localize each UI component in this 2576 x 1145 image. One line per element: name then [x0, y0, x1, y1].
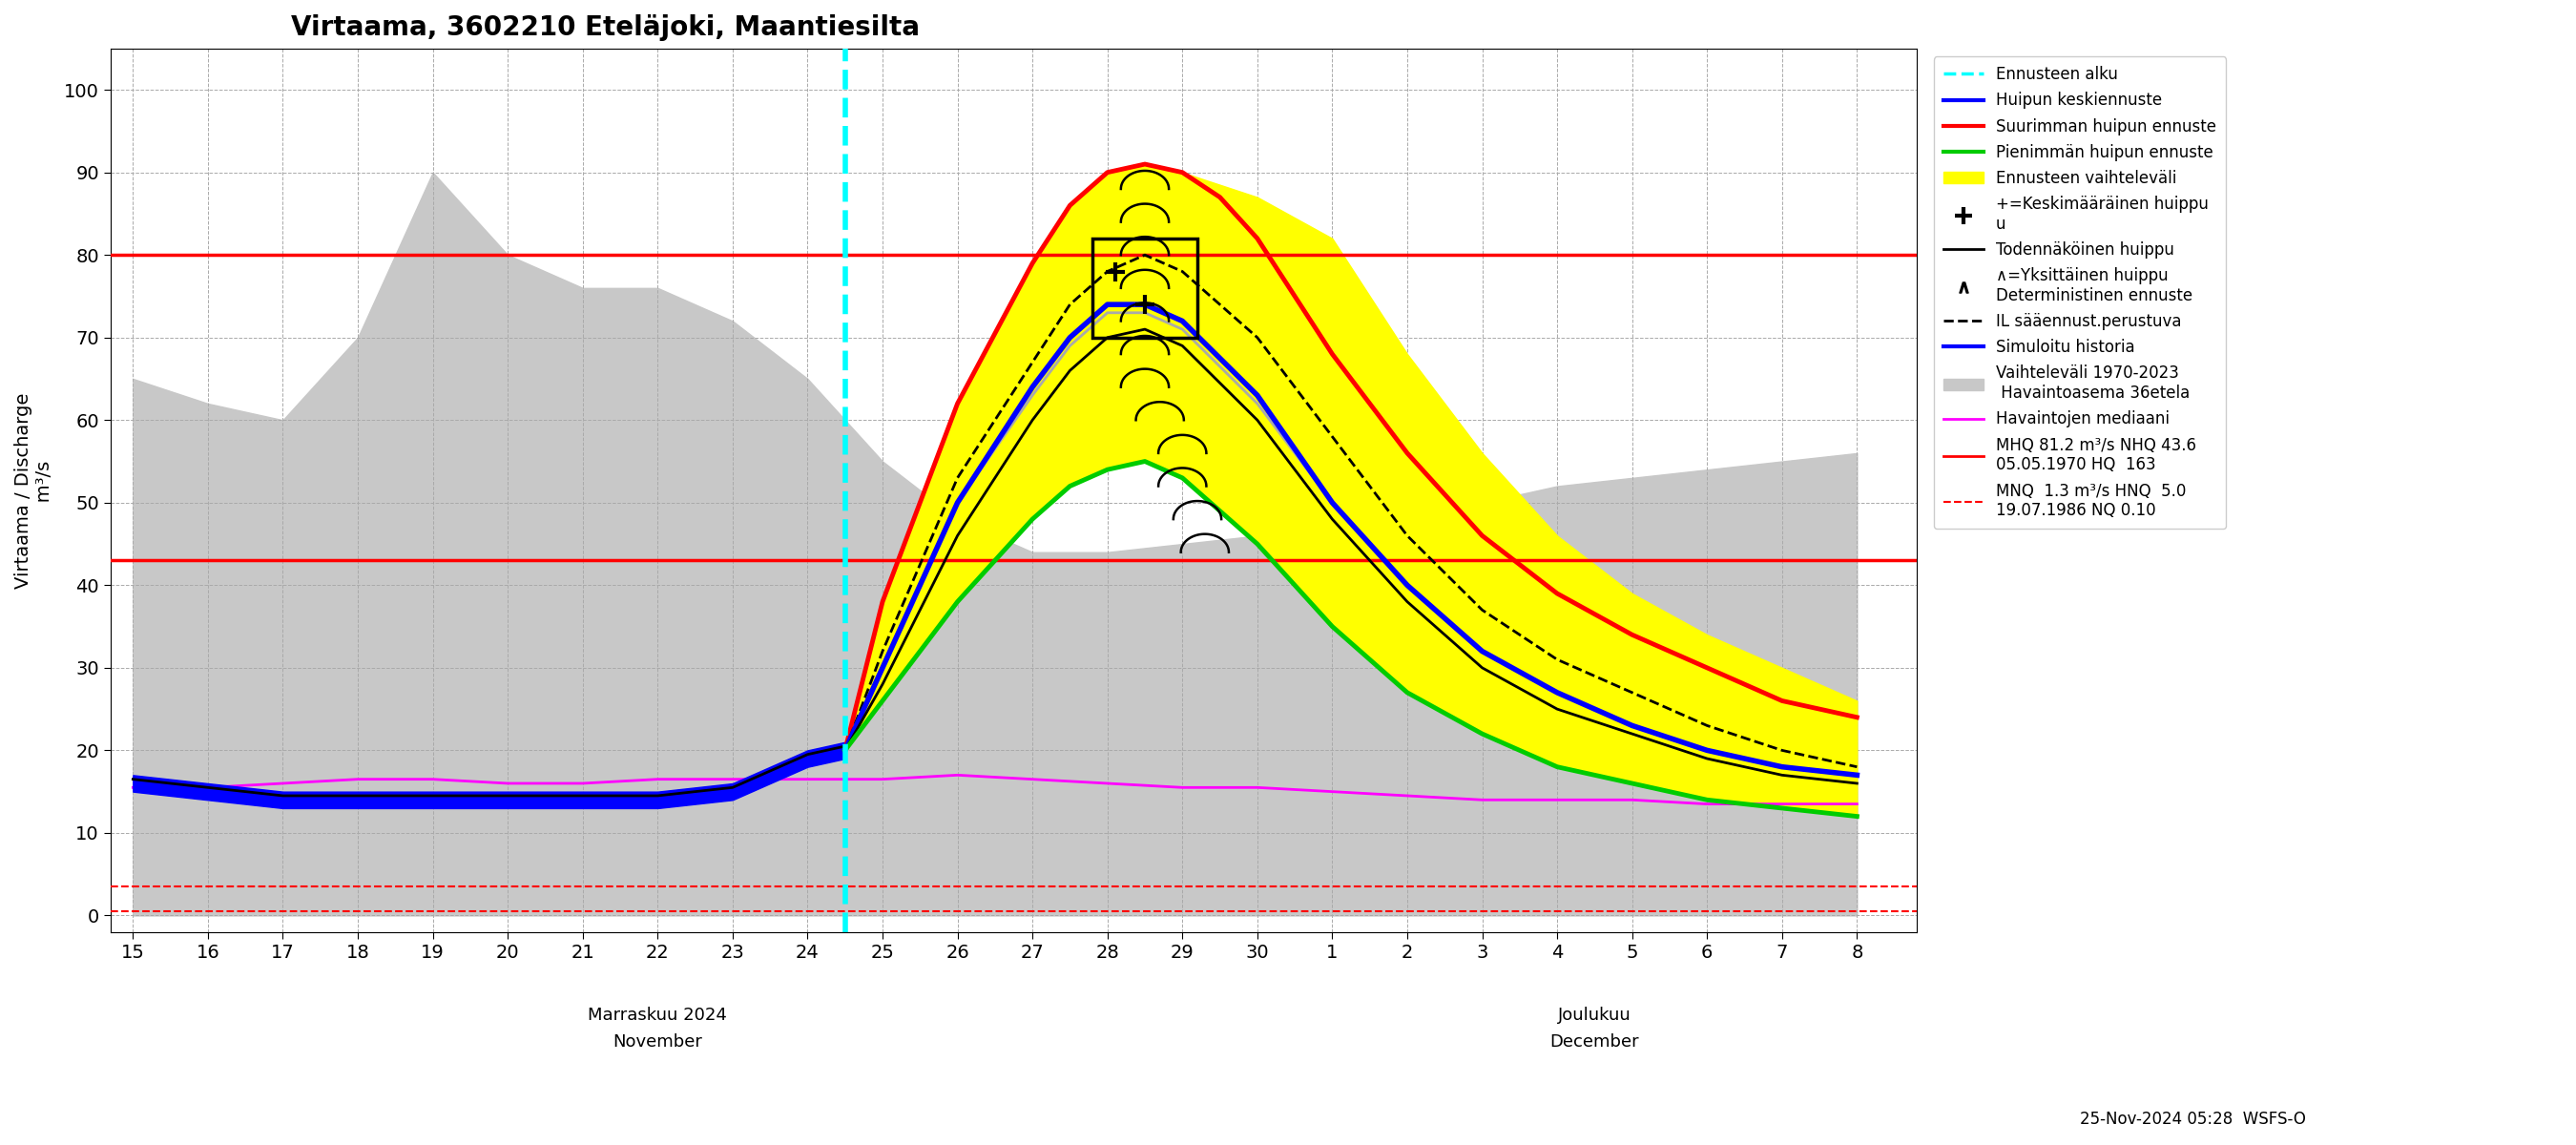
- Text: Virtaama, 3602210 Eteläjoki, Maantiesilta: Virtaama, 3602210 Eteläjoki, Maantiesilt…: [291, 14, 920, 41]
- Text: November: November: [613, 1034, 703, 1051]
- Text: December: December: [1551, 1034, 1638, 1051]
- Y-axis label: Virtaama / Discharge
   m³/s: Virtaama / Discharge m³/s: [15, 393, 54, 589]
- Text: 25-Nov-2024 05:28  WSFS-O: 25-Nov-2024 05:28 WSFS-O: [2079, 1111, 2306, 1128]
- Bar: [1092, 238, 1198, 338]
- Text: Marraskuu 2024: Marraskuu 2024: [587, 1008, 726, 1025]
- Text: Joulukuu: Joulukuu: [1558, 1008, 1631, 1025]
- Legend: Ennusteen alku, Huipun keskiennuste, Suurimman huipun ennuste, Pienimmän huipun : Ennusteen alku, Huipun keskiennuste, Suu…: [1935, 56, 2226, 529]
